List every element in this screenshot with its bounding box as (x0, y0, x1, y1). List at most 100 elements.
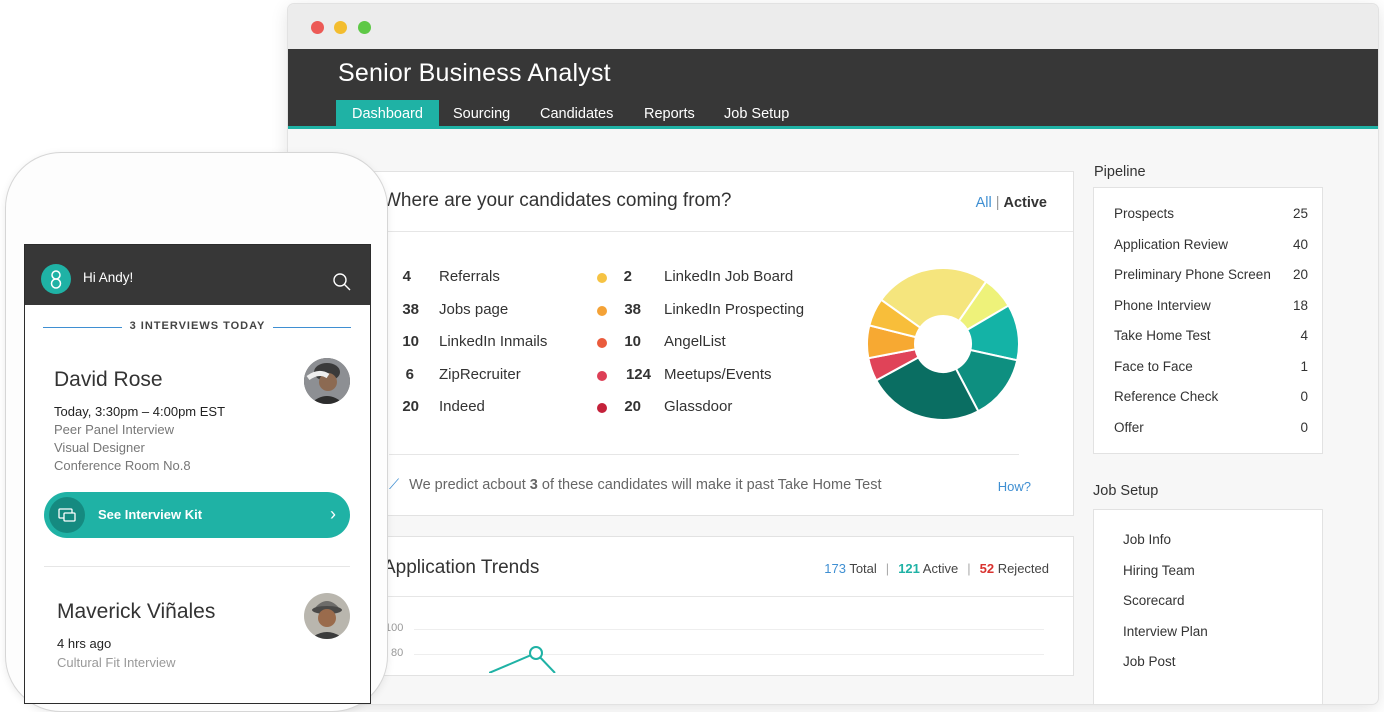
job-title: Senior Business Analyst (338, 59, 611, 87)
search-icon[interactable] (332, 272, 352, 292)
source-label: LinkedIn Job Board (664, 268, 794, 285)
source-row: 2 LinkedIn Job Board (597, 268, 837, 301)
greeting: Hi Andy! (83, 270, 134, 285)
source-count: 38 (624, 300, 641, 318)
prediction-prefix: We predict acbout (409, 477, 526, 493)
minimize-window-button[interactable] (334, 21, 347, 34)
tab-candidates[interactable]: Candidates (540, 106, 614, 122)
pipeline-value: 20 (1292, 267, 1308, 282)
pipeline-label: Reference Check (1114, 389, 1219, 404)
sources-filter: All | Active (976, 195, 1047, 211)
prediction-suffix: of these candidates will make it past Ta… (541, 477, 882, 493)
interview-type: Cultural Fit Interview (57, 655, 176, 670)
pipeline-value: 18 (1292, 297, 1308, 313)
job-setup-item[interactable]: Hiring Team (1123, 562, 1195, 578)
pipeline-label: Offer (1114, 419, 1144, 435)
legend-swatch (597, 403, 607, 413)
chevron-right-icon: › (330, 504, 336, 524)
filter-active-link[interactable]: Active (1003, 195, 1047, 211)
active-value: 121 (898, 561, 920, 576)
interviews-today-text: 3 INTERVIEWS TODAY (121, 320, 274, 332)
divider (389, 454, 1019, 455)
source-row: 20 Indeed (359, 398, 799, 431)
pipeline-row[interactable]: Phone Interview 18 (1114, 298, 1308, 328)
pipeline-value: 40 (1292, 236, 1308, 252)
legend-swatch (597, 370, 607, 381)
pipeline-row[interactable]: Take Home Test 4 (1114, 328, 1308, 358)
tab-job-setup[interactable]: Job Setup (724, 106, 790, 122)
app-header: Senior Business Analyst Dashboard Sourci… (288, 49, 1378, 129)
candidate-role: Visual Designer (54, 440, 145, 455)
pipeline-list: Prospects 25 Application Review 40 Prelimi… (1093, 187, 1323, 454)
sources-title: Where are your candidates coming from? (383, 190, 732, 211)
legend-swatch (597, 273, 607, 283)
phone-device: Hi Andy! 3 INTERVIEWS TODAY David Rose T… (5, 152, 388, 712)
pipeline-label: Application Review (1114, 236, 1229, 252)
source-row: 6 ZipRecruiter (359, 366, 799, 399)
pipeline-row[interactable]: Preliminary Phone Screen 20 (1114, 267, 1308, 297)
pipeline-label: Prospects (1114, 206, 1175, 221)
pipeline-row[interactable]: Offer 0 (1114, 420, 1308, 450)
job-setup-item[interactable]: Scorecard (1123, 593, 1185, 608)
legend-swatch (597, 338, 607, 348)
see-interview-kit-button[interactable]: See Interview Kit › (44, 492, 350, 538)
interviews-today-label: 3 INTERVIEWS TODAY (25, 320, 370, 332)
source-count: 6 (405, 365, 414, 383)
chat-icon (49, 497, 85, 533)
pipeline-heading: Pipeline (1094, 164, 1146, 180)
maximize-window-button[interactable] (358, 21, 371, 34)
source-label: LinkedIn Prospecting (664, 300, 805, 318)
trend-line (489, 646, 556, 673)
job-setup-item[interactable]: Job Info (1123, 532, 1172, 547)
source-label: AngelList (664, 333, 726, 350)
y-tick-label: 80 (391, 647, 404, 659)
pipeline-value: 4 (1300, 328, 1308, 343)
candidate-name[interactable]: David Rose (54, 368, 163, 391)
y-tick-label: 100 (385, 622, 404, 634)
interview-time: Today, 3:30pm – 4:00pm EST (54, 404, 226, 419)
trend-point[interactable] (529, 646, 543, 660)
pipeline-value: 1 (1300, 358, 1308, 374)
job-setup-item[interactable]: Job Post (1123, 654, 1176, 669)
kit-button-label: See Interview Kit (98, 507, 203, 522)
filter-all-link[interactable]: All (975, 195, 992, 211)
source-label: Glassdoor (664, 398, 733, 415)
tab-reports[interactable]: Reports (644, 106, 695, 122)
source-count: 10 (402, 333, 419, 350)
source-count: 20 (402, 398, 419, 415)
pipeline-value: 0 (1300, 419, 1308, 435)
source-count: 2 (623, 268, 632, 285)
job-setup-item[interactable]: Interview Plan (1123, 623, 1208, 639)
how-link[interactable]: How? (997, 479, 1031, 494)
job-setup-heading: Job Setup (1093, 483, 1159, 499)
source-row: 38 Jobs page (359, 301, 799, 334)
pipeline-row[interactable]: Prospects 25 (1114, 206, 1308, 236)
source-count: 4 (402, 268, 411, 285)
close-window-button[interactable] (311, 21, 324, 34)
pie-slice[interactable] (868, 298, 922, 339)
pie-slice[interactable] (879, 267, 988, 330)
browser-window: Senior Business Analyst Dashboard Sourci… (288, 4, 1378, 704)
avatar (304, 358, 350, 404)
pie-slice[interactable] (874, 356, 980, 421)
tab-dashboard[interactable]: Dashboard (336, 100, 439, 129)
pipeline-label: Preliminary Phone Screen (1114, 267, 1271, 282)
pipeline-row[interactable]: Face to Face 1 (1114, 359, 1308, 389)
pipeline-value: 25 (1292, 206, 1308, 221)
pipeline-row[interactable]: Reference Check 0 (1114, 389, 1308, 419)
gridline (414, 654, 1044, 655)
pipeline-value: 0 (1300, 389, 1308, 404)
source-count: 38 (402, 300, 419, 318)
source-row: 20 Glassdoor (597, 398, 837, 431)
tab-sourcing[interactable]: Sourcing (453, 106, 511, 122)
pipeline-row[interactable]: Application Review 40 (1114, 237, 1308, 267)
candidate-name[interactable]: Maverick Viñales (57, 600, 216, 623)
source-count: 20 (624, 398, 641, 415)
source-label: Meetups/Events (664, 365, 772, 383)
source-row: 38 LinkedIn Prospecting (597, 301, 837, 334)
source-label: ZipRecruiter (439, 365, 521, 383)
prediction-text: ⟋ We predict acbout 3 of these candidates… (389, 477, 882, 493)
gridline (414, 629, 1044, 630)
interview-room: Conference Room No.8 (54, 458, 191, 473)
legend-swatch (597, 305, 607, 316)
